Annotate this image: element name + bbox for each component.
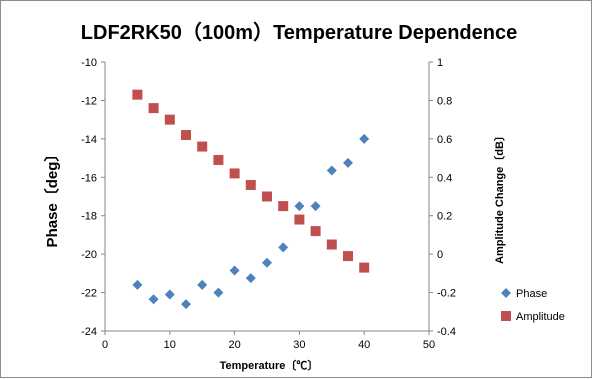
amplitude-point	[359, 262, 370, 273]
phase-point	[181, 299, 191, 310]
y-tick-label: -20	[81, 249, 97, 261]
x-tick-label: 0	[102, 339, 108, 351]
amplitude-point	[148, 103, 159, 114]
y-tick-label: -24	[81, 326, 97, 338]
phase-point	[294, 201, 305, 212]
chart-title: LDF2RK50（100m）Temperature Dependence	[81, 21, 517, 44]
amplitude-point	[245, 179, 256, 190]
legend-label-phase: Phase	[516, 288, 547, 300]
amplitude-point	[294, 214, 305, 225]
amplitude-point	[213, 154, 224, 165]
y-tick-label: -14	[81, 134, 97, 146]
amplitude-point	[343, 251, 353, 262]
amplitude-point	[181, 130, 191, 141]
amplitude-point	[229, 168, 240, 179]
data-marks	[132, 89, 370, 310]
phase-point	[262, 257, 272, 268]
phase-point	[164, 289, 175, 300]
x-axis-title: Temperature〔℃〕	[220, 359, 319, 372]
phase-point	[343, 157, 353, 168]
y2-tick-label: 0.2	[437, 211, 452, 223]
y-tick-label: -16	[81, 172, 97, 184]
phase-point	[132, 279, 143, 290]
phase-point	[213, 287, 224, 298]
y2-tick-label: -0.2	[437, 288, 456, 300]
y2-tick-labels: 1 0.8 0.6 0.4 0.2 0 -0.2 -0.4	[437, 57, 456, 338]
amplitude-point	[164, 114, 175, 125]
x-tick-labels: 0 10 20 30 40 50	[102, 339, 435, 351]
phase-point	[278, 242, 289, 253]
y2-tick-label: 0.6	[437, 134, 452, 146]
y-tick-label: -10	[81, 57, 97, 69]
axes	[101, 61, 433, 335]
y2-tick-label: 0.4	[437, 172, 452, 184]
phase-point	[148, 294, 159, 305]
legend-item-amplitude: Amplitude	[501, 311, 565, 323]
y2-tick-label: -0.4	[437, 326, 456, 338]
x-tick-label: 20	[228, 339, 240, 351]
legend-label-amplitude: Amplitude	[516, 311, 565, 323]
legend-item-phase: Phase	[501, 288, 547, 300]
y-axis-title: Phase〔deg〕	[43, 147, 61, 248]
amplitude-point	[326, 239, 337, 250]
phase-point	[310, 201, 321, 212]
y-tick-label: -12	[81, 95, 97, 107]
x-tick-label: 10	[164, 339, 176, 351]
y2-tick-label: 0	[437, 249, 443, 261]
legend-diamond-marker	[501, 288, 511, 298]
phase-point	[326, 165, 337, 176]
phase-point	[245, 273, 256, 284]
phase-point	[359, 133, 370, 144]
x-tick-label: 50	[423, 339, 435, 351]
y2-axis-title: Amplitude Change〔dB〕	[493, 130, 506, 264]
amplitude-point	[262, 191, 272, 202]
y-tick-label: -18	[81, 211, 97, 223]
amplitude-point	[132, 89, 143, 100]
amplitude-point	[310, 226, 321, 237]
phase-point	[197, 279, 208, 290]
phase-point	[229, 265, 240, 276]
y2-tick-label: 0.8	[437, 95, 452, 107]
legend-square-marker	[501, 311, 511, 321]
y-tick-labels: -10 -12 -14 -16 -18 -20 -22 -24	[81, 57, 97, 338]
y2-tick-label: 1	[437, 57, 443, 69]
legend: Phase Amplitude	[501, 288, 565, 323]
y-tick-label: -22	[81, 288, 97, 300]
amplitude-point	[197, 141, 208, 152]
amplitude-point	[278, 201, 289, 212]
x-tick-label: 40	[358, 339, 370, 351]
x-tick-label: 30	[293, 339, 305, 351]
